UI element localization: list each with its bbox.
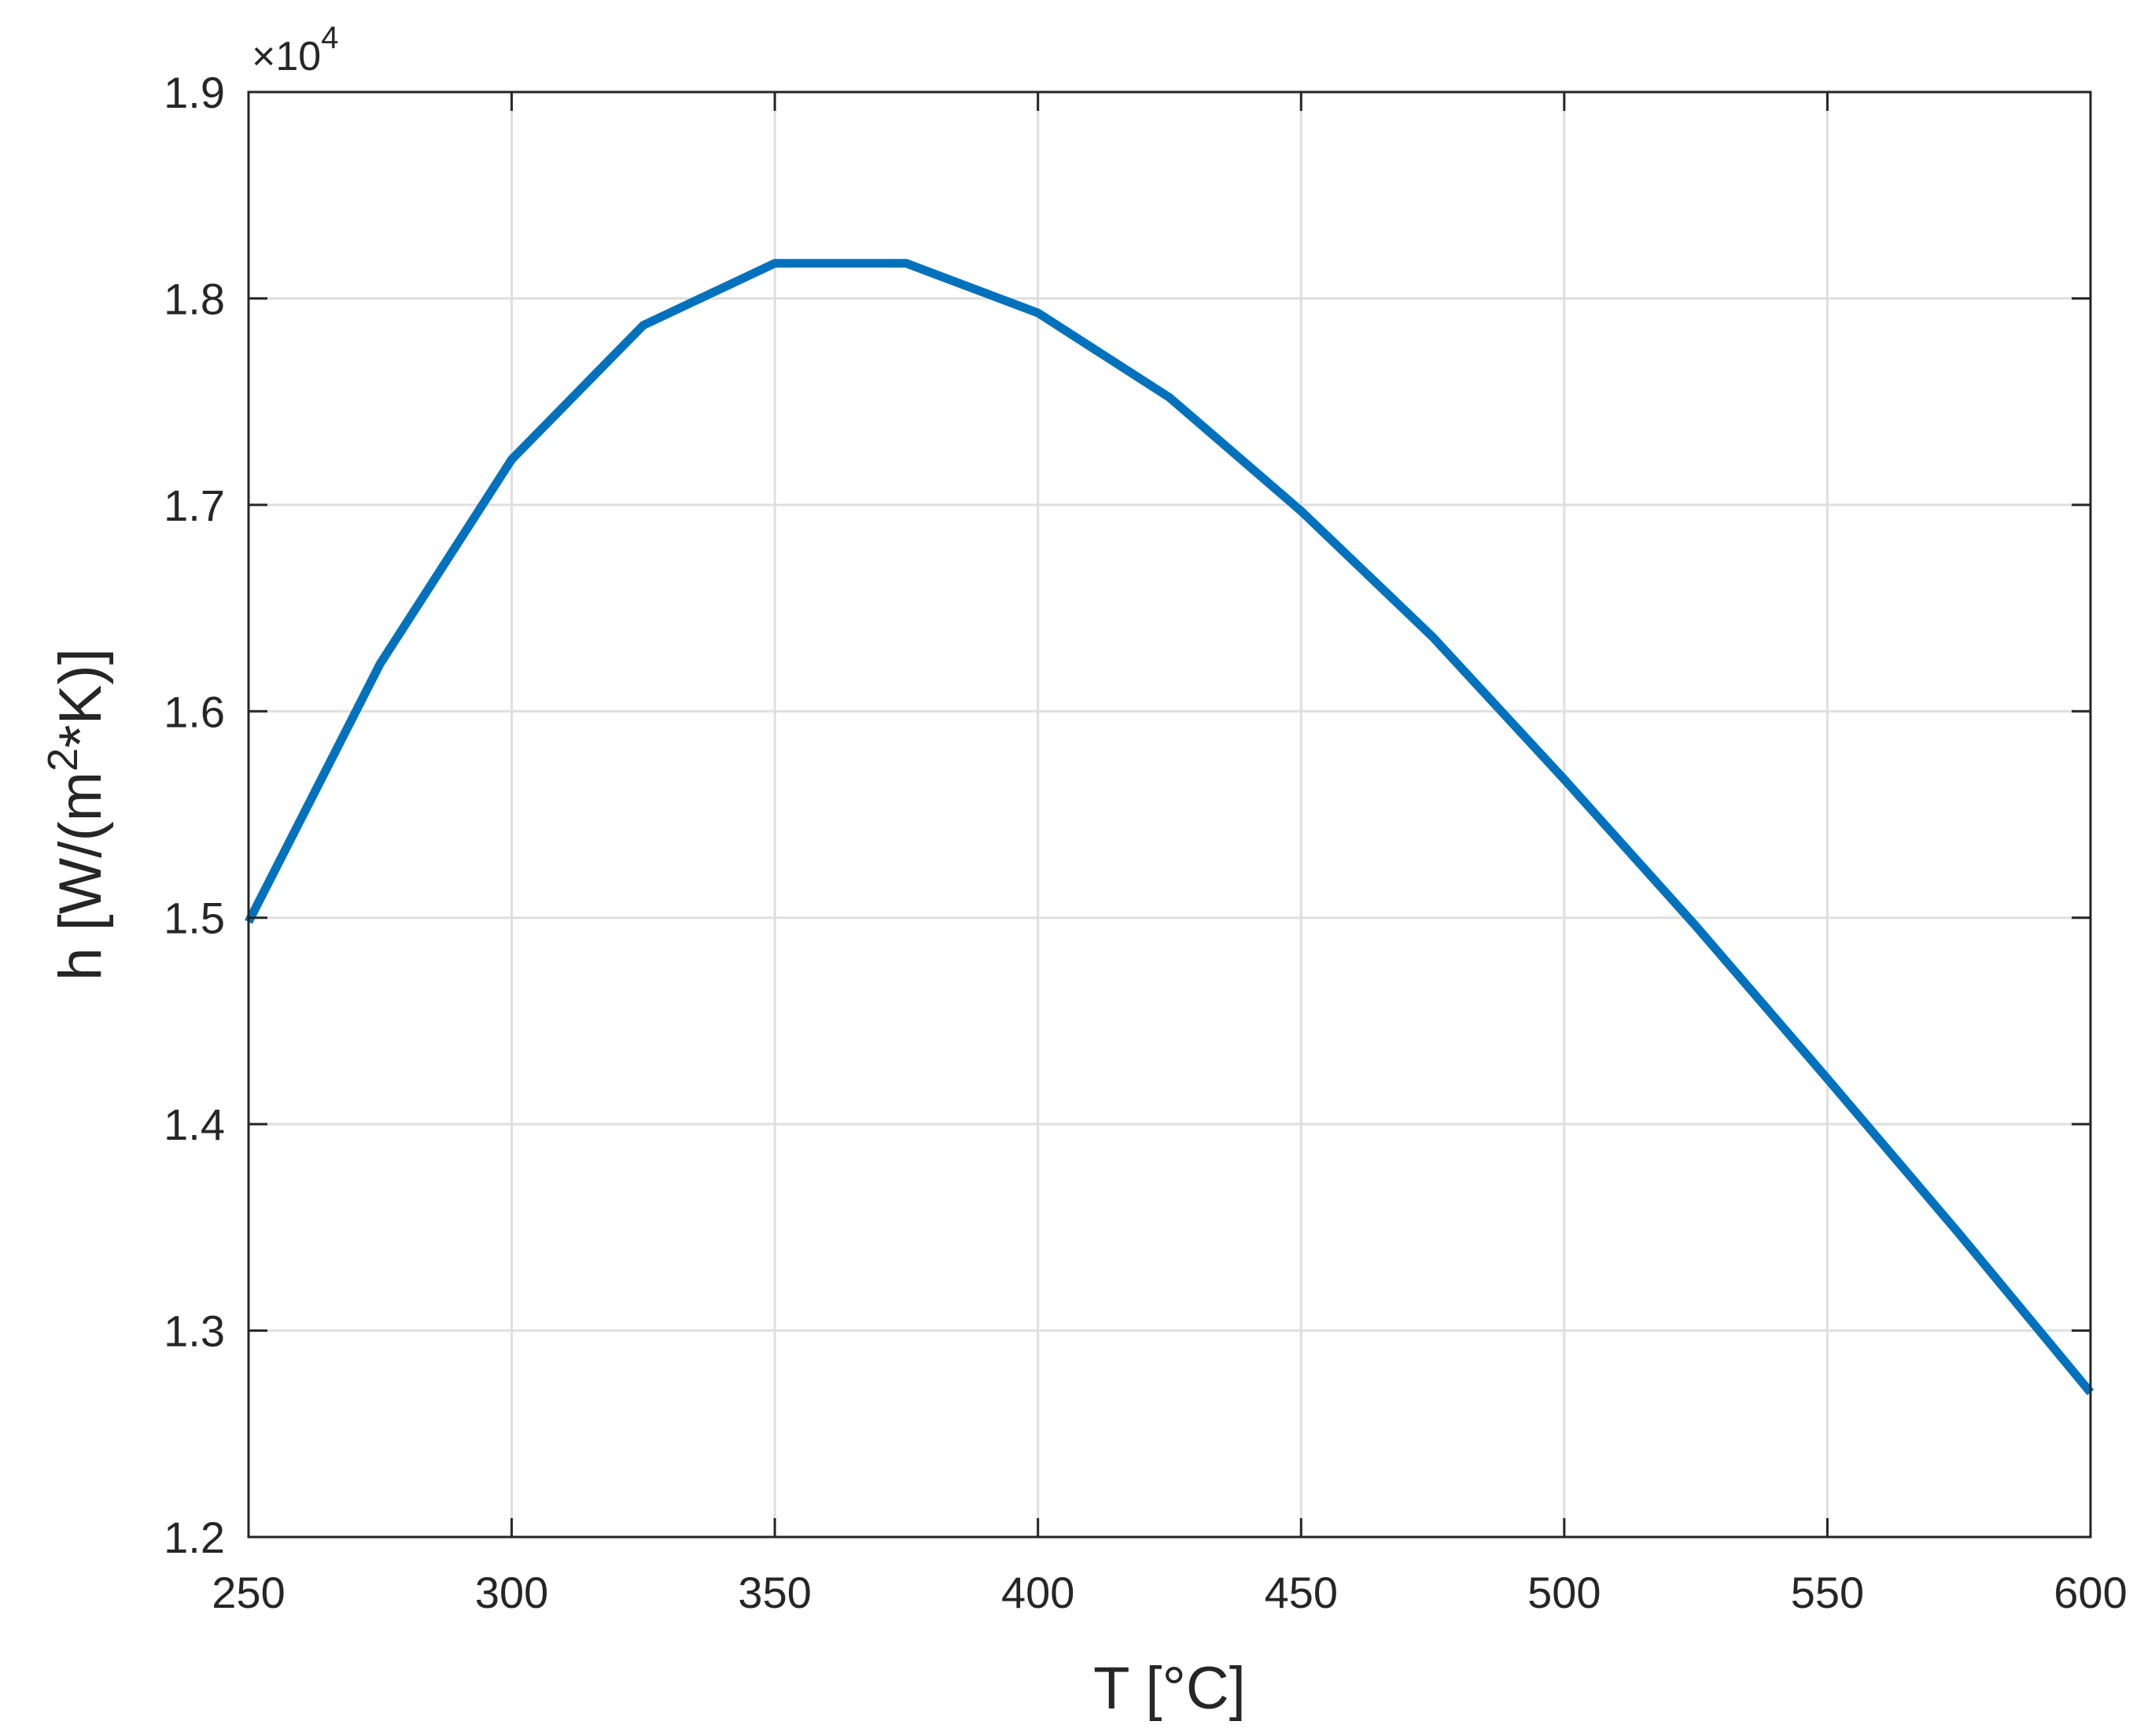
y-axis-label-suffix: *K)]	[47, 648, 114, 748]
x-tick-label: 250	[212, 1568, 285, 1617]
plot-area	[249, 92, 2091, 1537]
y-tick-label: 1.5	[164, 894, 225, 943]
x-tick-labels: 250 300 350 400 450 500 550 600	[212, 1568, 2127, 1617]
y-tick-label: 1.3	[164, 1307, 225, 1356]
series-line	[245, 259, 2094, 1395]
tick-marks	[247, 90, 2092, 1539]
grid-lines	[249, 92, 2091, 1537]
y-tick-label: 1.9	[164, 68, 225, 117]
y-tick-label: 1.7	[164, 481, 225, 530]
y-exponent-label: ×104	[252, 20, 338, 79]
y-axis-label-superscript: 2	[39, 748, 87, 772]
y-tick-labels: 1.2 1.3 1.4 1.5 1.6 1.7 1.8 1.9	[164, 68, 225, 1562]
x-tick-label: 350	[738, 1568, 811, 1617]
x-tick-label: 600	[2054, 1568, 2127, 1617]
axes-box	[247, 90, 2092, 1539]
x-axis-label: T [°C]	[1093, 1655, 1246, 1722]
y-axis-label-prefix: h [W/(m	[47, 772, 114, 981]
y-axis-label: h [W/(m2*K)]	[39, 648, 114, 981]
y-tick-label: 1.8	[164, 274, 225, 323]
series-layer	[245, 259, 2094, 1395]
y-tick-label: 1.2	[164, 1513, 225, 1562]
y-tick-label: 1.6	[164, 687, 225, 736]
x-tick-label: 400	[1001, 1568, 1074, 1617]
y-exponent-power: 4	[321, 20, 338, 55]
y-exponent-base: ×10	[252, 34, 321, 79]
x-tick-label: 450	[1265, 1568, 1338, 1617]
x-tick-label: 550	[1791, 1568, 1864, 1617]
x-tick-label: 300	[475, 1568, 548, 1617]
x-tick-label: 500	[1527, 1568, 1601, 1617]
y-tick-label: 1.4	[164, 1100, 225, 1149]
